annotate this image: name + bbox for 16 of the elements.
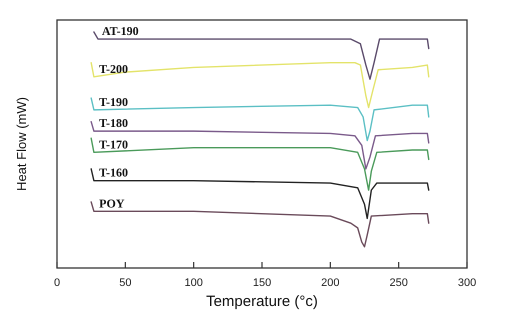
x-tick-label: 200 [321, 277, 340, 289]
y-axis-title: Heat Flow (mW) [14, 97, 29, 191]
series-label: T-160 [99, 166, 128, 180]
x-tick-label: 0 [54, 277, 60, 289]
series-label: AT-190 [102, 24, 139, 38]
x-tick-label: 150 [252, 277, 272, 289]
x-tick-label: 50 [119, 277, 132, 289]
x-axis-title: Temperature (°c) [206, 293, 318, 310]
series-label: POY [99, 196, 125, 210]
series-label: T-180 [99, 116, 128, 130]
x-tick-label: 300 [458, 277, 476, 289]
series-label: T-190 [99, 94, 128, 109]
x-tick-label: 100 [184, 277, 203, 289]
series-label: T-200 [99, 62, 128, 76]
x-tick-label: 250 [389, 277, 408, 289]
series-label: T-170 [99, 137, 128, 152]
